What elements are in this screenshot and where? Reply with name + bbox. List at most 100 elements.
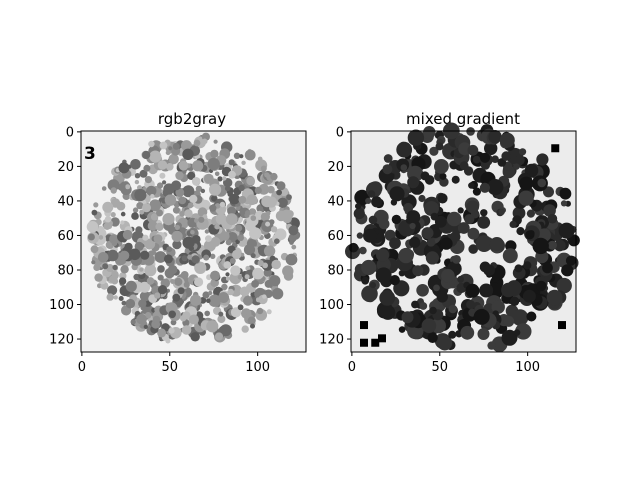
gradient-blob	[514, 264, 523, 273]
gradient-blob	[465, 283, 480, 298]
plate-dot	[225, 272, 230, 277]
x-tick-label: 0	[348, 360, 356, 375]
gradient-blob	[418, 194, 426, 203]
plate-dot	[241, 160, 246, 165]
plate-dot	[246, 176, 255, 186]
gradient-blob	[528, 230, 535, 237]
plate-dot	[217, 176, 223, 182]
gradient-blob	[409, 222, 416, 230]
plate-dot	[148, 140, 155, 148]
gradient-blob	[477, 328, 490, 340]
plate-dot	[125, 184, 131, 190]
plate-dot	[157, 274, 164, 281]
image-mixed-gradient	[345, 122, 580, 353]
gradient-blob	[479, 283, 494, 298]
plate-dot	[162, 180, 167, 185]
plate-dot	[104, 215, 112, 223]
gradient-blob	[452, 255, 461, 264]
plate-dot	[203, 254, 210, 261]
plate-dot	[131, 212, 139, 220]
plate-dot	[189, 194, 198, 203]
plate-dot	[93, 202, 99, 208]
plate-dot	[136, 313, 147, 325]
plate-dot	[270, 172, 278, 181]
plate-dot	[102, 263, 109, 270]
gradient-blob	[479, 182, 490, 193]
plate-dot	[139, 291, 151, 302]
gradient-blob	[482, 219, 488, 226]
plate-dot	[109, 275, 117, 283]
plate-dot	[157, 265, 165, 273]
gradient-blob	[401, 311, 414, 324]
plate-dot	[159, 172, 166, 179]
gradient-blob	[422, 127, 434, 139]
gradient-blob	[355, 203, 362, 210]
plate-dot	[157, 328, 167, 338]
gradient-blob	[472, 187, 481, 196]
plate-dot	[142, 150, 151, 160]
gradient-blob	[398, 326, 406, 333]
plate-dot	[130, 319, 136, 325]
gradient-blob	[389, 237, 401, 250]
gradient-blob	[515, 323, 532, 340]
plate-dot	[132, 207, 139, 213]
panel-rgb2gray: rgb2gray 3 0 50 100 0 20 40 60 80 100 120	[49, 110, 307, 375]
plate-dot	[139, 209, 145, 215]
plate-dot	[289, 240, 294, 245]
plate-dot	[149, 199, 162, 212]
plate-dot	[182, 185, 195, 198]
plate-dot	[182, 148, 194, 160]
plate-dot	[172, 240, 182, 250]
plate-dot	[181, 140, 192, 152]
plate-dot	[220, 231, 230, 241]
plate-dot	[180, 315, 187, 322]
plate-dot	[192, 160, 204, 172]
plate-dot	[175, 188, 185, 197]
plate-dot	[229, 257, 236, 264]
plate-dot	[90, 245, 99, 254]
plate-dot	[164, 194, 177, 206]
gradient-blob	[561, 264, 574, 277]
gradient-blob	[519, 176, 534, 191]
plate-dot	[168, 264, 178, 275]
gradient-blob	[425, 251, 439, 265]
plate-dot	[227, 288, 234, 296]
gradient-blob	[441, 268, 455, 283]
gradient-blob	[565, 255, 577, 266]
y-tick-label: 100	[49, 298, 74, 313]
plate-dot	[265, 196, 277, 208]
gradient-blob	[407, 176, 420, 189]
plate-dot	[143, 164, 151, 172]
plate-dot	[143, 324, 148, 329]
plate-dot	[122, 229, 133, 240]
y-tick-label: 60	[57, 229, 74, 244]
y-tick-label: 40	[327, 194, 344, 209]
plate-dot	[225, 213, 238, 226]
y-tick-label: 100	[319, 298, 344, 313]
axis-ticks: 0 50 100 0 20 40 60 80 100 120	[319, 125, 540, 375]
plate-dot	[159, 141, 168, 150]
x-tick-label: 100	[245, 360, 270, 375]
plate-dot	[194, 277, 204, 287]
plate-dot	[254, 186, 262, 194]
gradient-blob	[378, 218, 390, 230]
plate-dot	[134, 173, 141, 179]
y-tick-label: 80	[327, 263, 344, 278]
plate-dot	[188, 314, 199, 325]
gradient-blob	[498, 208, 505, 215]
plate-dot	[146, 185, 157, 197]
plate-dot	[142, 234, 149, 241]
plate-dot	[285, 253, 297, 266]
plate-dot	[238, 184, 245, 192]
panel-mixed-gradient: mixed gradient 0 50 100 0 20 40 60 80 100 120	[319, 110, 580, 375]
plate-dot	[184, 209, 193, 218]
plate-dot	[239, 154, 244, 159]
plate-dot	[172, 293, 181, 302]
plate-dot	[194, 218, 199, 223]
gradient-blob	[463, 166, 474, 176]
gradient-blob	[353, 208, 365, 220]
gradient-blob	[424, 175, 435, 185]
plate-dot	[243, 244, 256, 256]
plate-dot	[168, 327, 175, 334]
